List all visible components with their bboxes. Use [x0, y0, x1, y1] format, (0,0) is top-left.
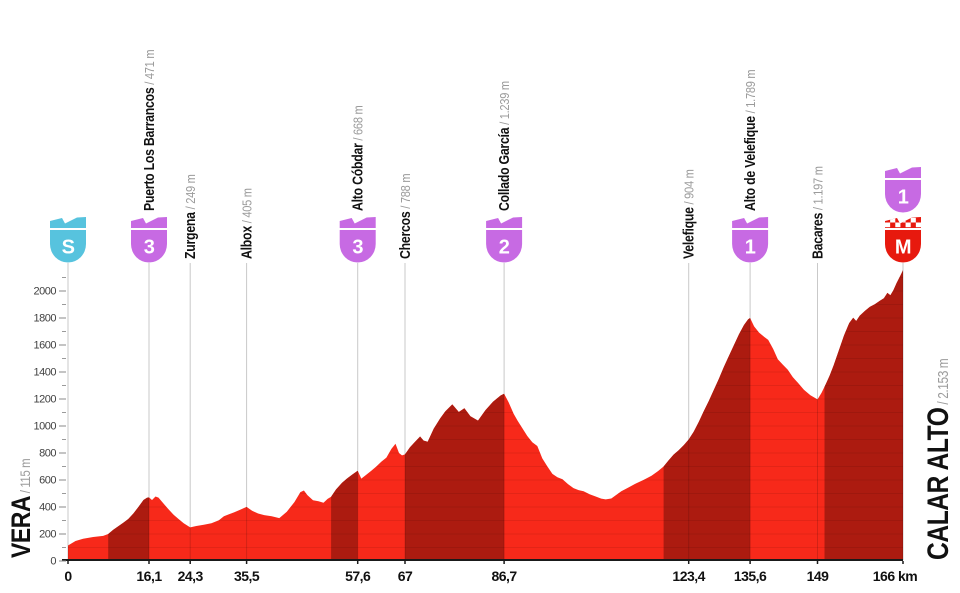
- station-name: Collado García: [496, 127, 512, 211]
- station-elevation: / 1.789 m: [743, 69, 758, 116]
- finish-town-elevation: / 2.153 m: [935, 358, 951, 407]
- badge-flag-band: [732, 217, 769, 228]
- station-elevation: / 1.239 m: [497, 81, 512, 128]
- y-tick-label: 1800: [34, 313, 57, 325]
- x-tick-label: 149: [807, 568, 830, 584]
- badge-flag-band: [131, 217, 167, 228]
- x-tick-label: 166 km: [873, 568, 918, 584]
- y-tick-label: 800: [39, 448, 56, 460]
- start-badge: S: [50, 217, 86, 263]
- station-name: Chercos: [397, 212, 413, 259]
- badge-flag-band: [486, 217, 523, 228]
- checkered-band: [885, 217, 921, 228]
- badge-body: [486, 230, 523, 263]
- station-elevation: / 249 m: [183, 174, 198, 212]
- badge-body: [885, 180, 921, 213]
- station-label: Bacares / 1.197 m: [809, 166, 825, 259]
- station-label: Puerto Los Barrancos / 471 m: [141, 49, 157, 211]
- badge-body: [885, 230, 921, 263]
- category-badge: 2: [486, 217, 523, 263]
- finish-town-label: CALAR ALTO / 2.153 m: [921, 358, 955, 560]
- y-tick-label: 2000: [34, 286, 57, 298]
- x-tick-label: 123,4: [672, 568, 705, 584]
- station-elevation: / 471 m: [142, 49, 157, 87]
- x-tick-label: 0: [64, 568, 72, 584]
- y-tick-label: 400: [39, 502, 56, 514]
- climb-segment: [663, 270, 751, 561]
- x-tick-label: 24,3: [178, 568, 204, 584]
- station-elevation: / 788 m: [398, 173, 413, 211]
- station-label: Chercos / 788 m: [397, 173, 413, 259]
- x-tick-label: 86,7: [491, 568, 517, 584]
- badge-body: [131, 230, 167, 263]
- y-tick-label: 600: [39, 475, 56, 487]
- station-name: Bacares: [809, 213, 825, 259]
- station-name: Puerto Los Barrancos: [141, 88, 157, 211]
- badge-body: [50, 230, 86, 263]
- station-name: Zurgena: [182, 211, 198, 259]
- station-elevation: / 904 m: [682, 169, 697, 207]
- badge-flag-band: [339, 217, 376, 228]
- x-tick-label: 135,6: [734, 568, 767, 584]
- badge-letter: M: [895, 237, 911, 259]
- station-label: Alto de Velefique / 1.789 m: [742, 69, 758, 211]
- badge-letter: 1: [898, 187, 909, 209]
- category-badge: 1: [885, 167, 921, 213]
- badge-letter: 3: [352, 237, 363, 259]
- y-tick-label: 1400: [34, 367, 57, 379]
- badge-letter: 3: [144, 237, 155, 259]
- start-town-elevation: / 115 m: [18, 459, 33, 496]
- finish-town-name: CALAR ALTO: [921, 407, 955, 560]
- category-badge: 1: [732, 217, 769, 263]
- badge-letter: 2: [499, 237, 510, 259]
- climb-segment: [824, 270, 903, 561]
- badge-body: [732, 230, 769, 263]
- badge-flag-band: [50, 217, 86, 228]
- station-label: Collado García / 1.239 m: [496, 81, 512, 211]
- station-label: Albox / 405 m: [238, 188, 254, 259]
- x-tick-label: 67: [398, 568, 413, 584]
- climb-segment: [405, 270, 505, 561]
- finish-badge: M: [885, 230, 921, 263]
- station-label: Velefique / 904 m: [681, 169, 697, 259]
- badge-body: [339, 230, 376, 263]
- y-tick-label: 1000: [34, 421, 57, 433]
- climb-segment: [331, 270, 358, 561]
- x-tick-label: 16,1: [136, 568, 162, 584]
- badge-letter: 1: [745, 237, 756, 259]
- station-name: Alto de Velefique: [742, 115, 758, 211]
- y-tick-label: 200: [39, 529, 56, 541]
- y-tick-label: 1200: [34, 394, 57, 406]
- y-tick-label: 1600: [34, 340, 57, 352]
- badge-flag-band: [885, 167, 921, 178]
- station-elevation: / 668 m: [351, 105, 366, 143]
- station-elevation: / 405 m: [240, 188, 255, 226]
- x-tick-label: 57,6: [345, 568, 371, 584]
- climb-segment: [108, 270, 149, 561]
- category-badge: 3: [339, 217, 376, 263]
- start-town-name: VERA: [6, 496, 36, 558]
- station-name: Alto Cóbdar: [350, 142, 366, 211]
- station-elevation: / 1.197 m: [810, 166, 825, 213]
- badge-letter: S: [62, 237, 75, 259]
- x-tick-label: 35,5: [234, 568, 260, 584]
- start-town-label: VERA / 115 m: [6, 459, 36, 558]
- category-badge: 3: [131, 217, 167, 263]
- station-name: Velefique: [681, 207, 697, 259]
- y-tick-label: 0: [50, 556, 56, 568]
- station-label: Alto Cóbdar / 668 m: [350, 105, 366, 211]
- station-name: Albox: [238, 225, 254, 259]
- station-label: Zurgena / 249 m: [182, 174, 198, 259]
